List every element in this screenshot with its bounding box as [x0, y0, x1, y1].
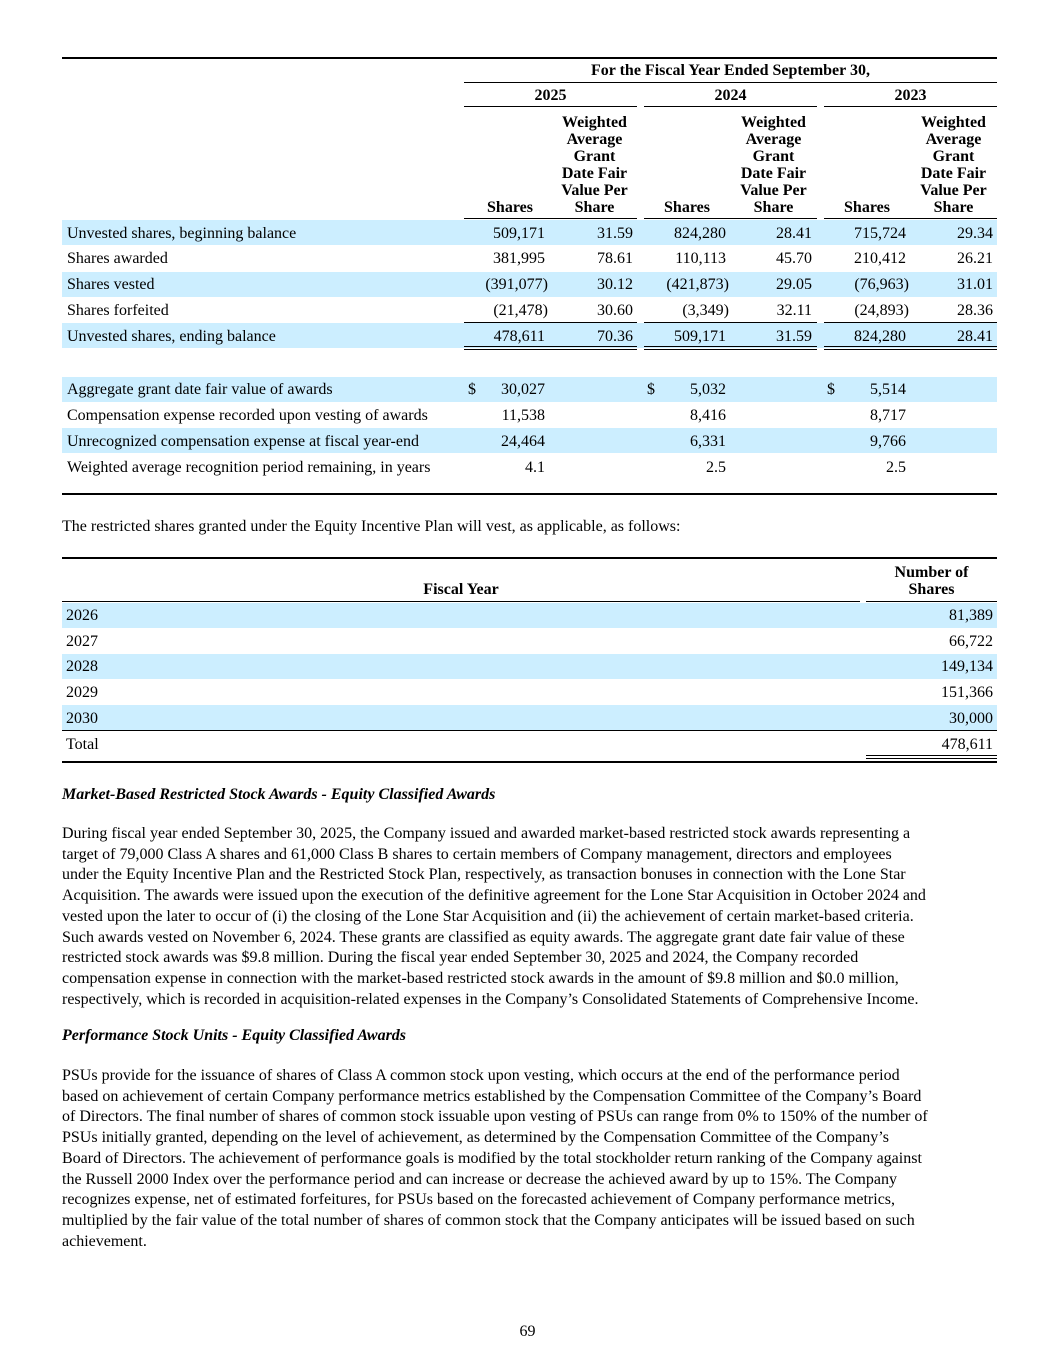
year-header-2024: 2024 — [714, 87, 747, 104]
page-number: 69 — [519, 1323, 536, 1340]
section-heading-psu: Performance Stock Units - Equity Classif… — [62, 1027, 407, 1044]
market-based-paragraph: During fiscal year ended September 30, 2… — [62, 825, 926, 1008]
period-header: For the Fiscal Year Ended September 30, — [591, 62, 870, 79]
section-heading-market-based: Market-Based Restricted Stock Awards - E… — [62, 786, 496, 803]
shares-header-2024: Shares — [664, 199, 710, 216]
year-header-2025: 2025 — [534, 87, 567, 104]
shares-header-2025: Shares — [487, 199, 533, 216]
vesting-intro-text: The restricted shares granted under the … — [62, 518, 681, 535]
year-header-2023: 2023 — [894, 87, 927, 104]
shares-header-2023: Shares — [844, 199, 890, 216]
psu-paragraph: PSUs provide for the issuance of shares … — [62, 1067, 928, 1250]
fiscal-year-header: Fiscal Year — [423, 581, 499, 598]
